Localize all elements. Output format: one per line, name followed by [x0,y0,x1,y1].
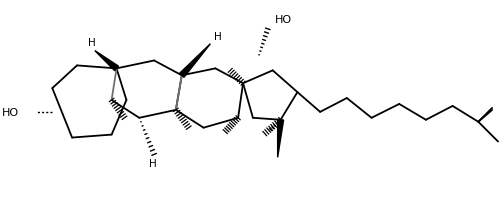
Polygon shape [179,44,210,77]
Text: H: H [149,159,157,169]
Text: H: H [214,32,222,42]
Text: H: H [88,38,96,48]
Text: HO: HO [2,108,19,118]
Polygon shape [277,120,283,157]
Text: HO: HO [274,15,291,25]
Polygon shape [95,51,118,71]
